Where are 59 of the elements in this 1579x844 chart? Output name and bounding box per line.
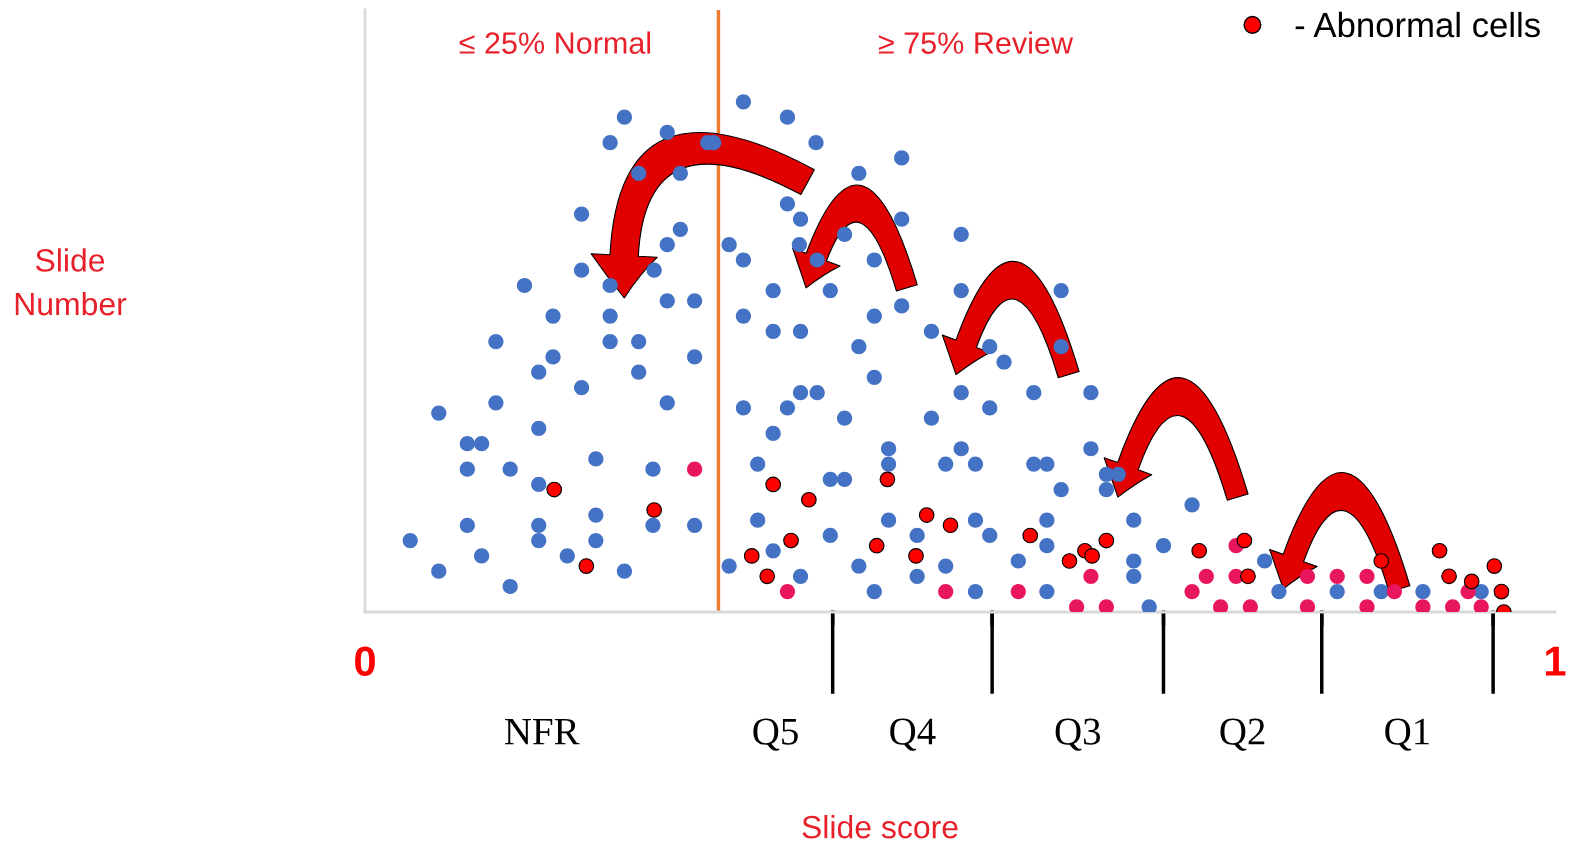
point [1386, 583, 1402, 600]
point [918, 507, 935, 523]
point [1191, 542, 1208, 559]
point [779, 583, 796, 600]
point [801, 491, 817, 508]
text: ≤ 25% Normal [459, 31, 651, 54]
point [546, 481, 563, 498]
text: Q1 [1385, 718, 1429, 751]
point [765, 476, 782, 493]
point [1299, 568, 1316, 584]
x-tick-label: 0 [355, 646, 375, 676]
point [908, 548, 924, 564]
point [687, 461, 703, 477]
point [942, 517, 959, 534]
legend-label: - Abnormal cells [1295, 11, 1540, 38]
point [646, 502, 663, 518]
x-axis-title: Slide score [802, 815, 958, 839]
point [1373, 553, 1390, 569]
point [1359, 599, 1375, 612]
point [1329, 568, 1345, 584]
text: Q3 [1055, 718, 1101, 751]
point [1198, 568, 1214, 584]
text: Q5 [753, 718, 798, 751]
x-tick-label: 1 [1546, 646, 1566, 676]
point [1098, 532, 1115, 549]
point [868, 537, 885, 554]
point [1473, 599, 1489, 612]
point [783, 532, 799, 549]
point [1493, 583, 1510, 600]
text: Q2 [1220, 718, 1265, 751]
point [1098, 599, 1114, 612]
point [1083, 568, 1099, 584]
point [1022, 527, 1039, 544]
text: ≥ 75% Review [878, 31, 1074, 54]
point [1415, 599, 1431, 612]
point [1061, 553, 1078, 569]
point [1069, 599, 1085, 612]
point [1299, 599, 1316, 612]
point [1486, 558, 1503, 574]
point [938, 583, 954, 600]
point [1084, 548, 1100, 564]
point [1445, 599, 1461, 612]
point [1441, 568, 1457, 585]
point [1184, 583, 1200, 600]
text: Slide Number [15, 248, 127, 316]
point [1236, 532, 1253, 549]
point [1431, 542, 1448, 559]
point [578, 558, 595, 574]
point [743, 548, 760, 564]
point [1213, 599, 1229, 612]
text: NFR [505, 718, 580, 745]
point [759, 568, 776, 585]
text: Q4 [890, 718, 936, 751]
point [1010, 583, 1026, 600]
point [879, 471, 896, 488]
point [1463, 573, 1480, 590]
point [1242, 599, 1258, 612]
point [1240, 568, 1256, 585]
point [1359, 568, 1375, 584]
